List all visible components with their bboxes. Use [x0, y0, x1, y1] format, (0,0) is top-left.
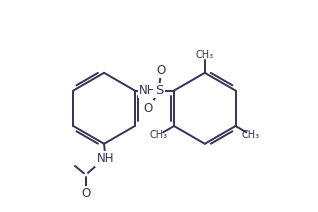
Text: NH: NH — [96, 152, 114, 165]
Text: S: S — [155, 84, 163, 97]
Text: O: O — [143, 102, 153, 115]
Text: CH₃: CH₃ — [242, 130, 260, 140]
Text: O: O — [156, 64, 166, 77]
Text: CH₃: CH₃ — [196, 50, 214, 60]
Text: NH: NH — [139, 84, 156, 97]
Text: CH₃: CH₃ — [150, 130, 168, 140]
Text: O: O — [81, 187, 90, 200]
